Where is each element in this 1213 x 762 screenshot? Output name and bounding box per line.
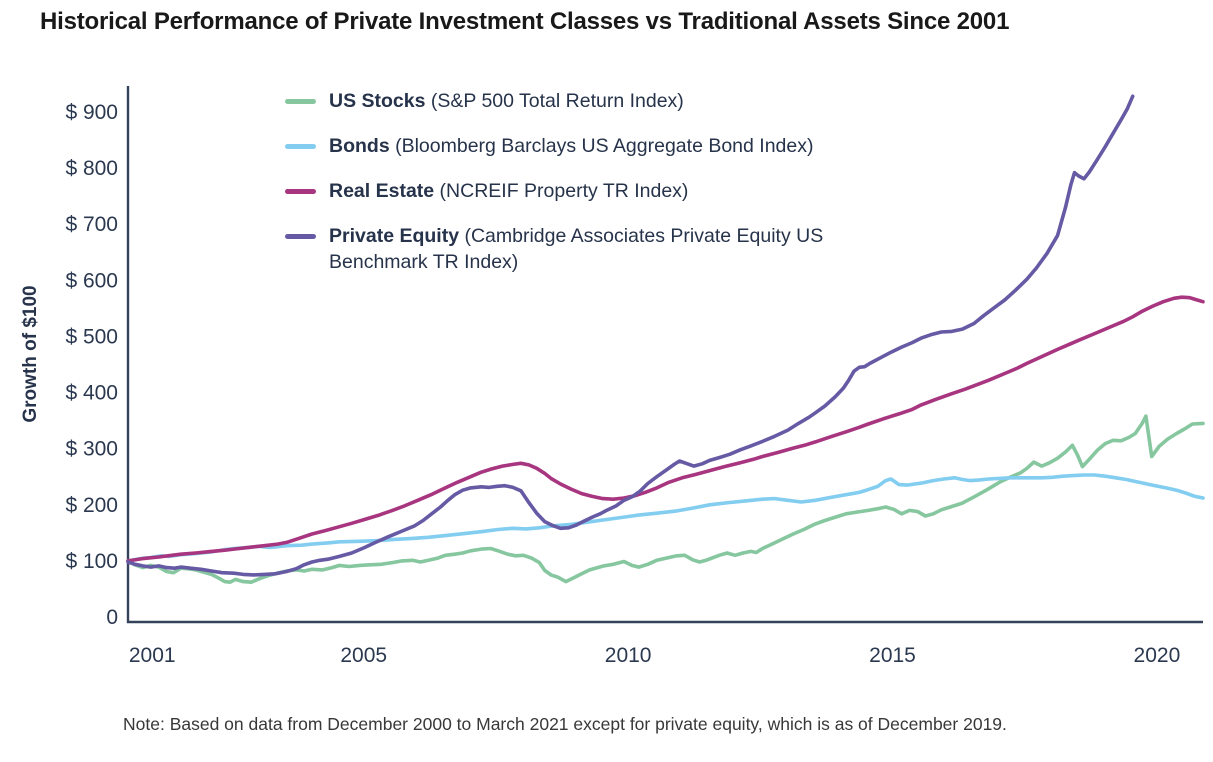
legend-desc: (Bloomberg Barclays US Aggregate Bond In… — [389, 135, 814, 157]
legend-label: Real Estate — [329, 180, 435, 202]
y-tick-label: $ 400 — [65, 382, 118, 405]
chart-title: Historical Performance of Private Invest… — [40, 8, 1010, 35]
chart-legend: US Stocks (S&P 500 Total Return Index) B… — [285, 88, 894, 275]
y-tick-label: $ 900 — [65, 101, 118, 124]
y-tick-label: $ 500 — [65, 325, 118, 348]
legend-desc: (Cambridge Associates Private Equity US … — [329, 225, 824, 273]
x-tick-label: 2020 — [1134, 644, 1181, 667]
x-tick-label: 2015 — [869, 644, 916, 667]
legend-item-private-equity: Private Equity (Cambridge Associates Pri… — [285, 223, 894, 275]
legend-item-bonds: Bonds (Bloomberg Barclays US Aggregate B… — [285, 133, 894, 159]
y-tick-label: $ 200 — [65, 494, 118, 517]
footnote: Note: Based on data from December 2000 t… — [123, 714, 1007, 734]
y-tick-label: $ 300 — [65, 438, 118, 461]
x-tick-label: 2005 — [340, 644, 387, 667]
series-line-real-estate — [126, 295, 1205, 563]
us-stocks-line-swatch — [285, 99, 316, 104]
y-tick-label: 0 — [106, 606, 118, 629]
legend-desc: (NCREIF Property TR Index) — [434, 180, 689, 202]
legend-desc: (S&P 500 Total Return Index) — [425, 90, 684, 112]
legend-label: Private Equity — [329, 225, 460, 247]
line-chart: $ 900 $ 800 $ 700 $ 600 $ 500 $ 400 $ 300 $ 200… — [20, 86, 1205, 667]
legend-label: Bonds — [329, 135, 390, 157]
axes — [126, 86, 1203, 624]
y-tick-label: $ 600 — [65, 269, 118, 292]
series-line-bonds — [126, 473, 1205, 563]
series-line-private-equity — [126, 94, 1135, 577]
legend-item-real-estate: Real Estate (NCREIF Property TR Index) — [285, 178, 894, 204]
legend-label: US Stocks — [329, 90, 426, 112]
series-line-us-stocks — [126, 414, 1205, 585]
legend-item-us-stocks: US Stocks (S&P 500 Total Return Index) — [285, 88, 894, 114]
y-tick-label: $ 700 — [65, 213, 118, 236]
x-tick-label: 2001 — [129, 644, 176, 667]
y-tick-label: $ 800 — [65, 157, 118, 180]
bonds-line-swatch — [285, 144, 316, 149]
real-estate-line-swatch — [285, 189, 316, 194]
y-tick-label: $ 100 — [65, 550, 118, 573]
x-tick-label: 2010 — [605, 644, 652, 667]
private-equity-line-swatch — [285, 234, 316, 239]
y-axis-title: Growth of $100 — [20, 285, 41, 422]
